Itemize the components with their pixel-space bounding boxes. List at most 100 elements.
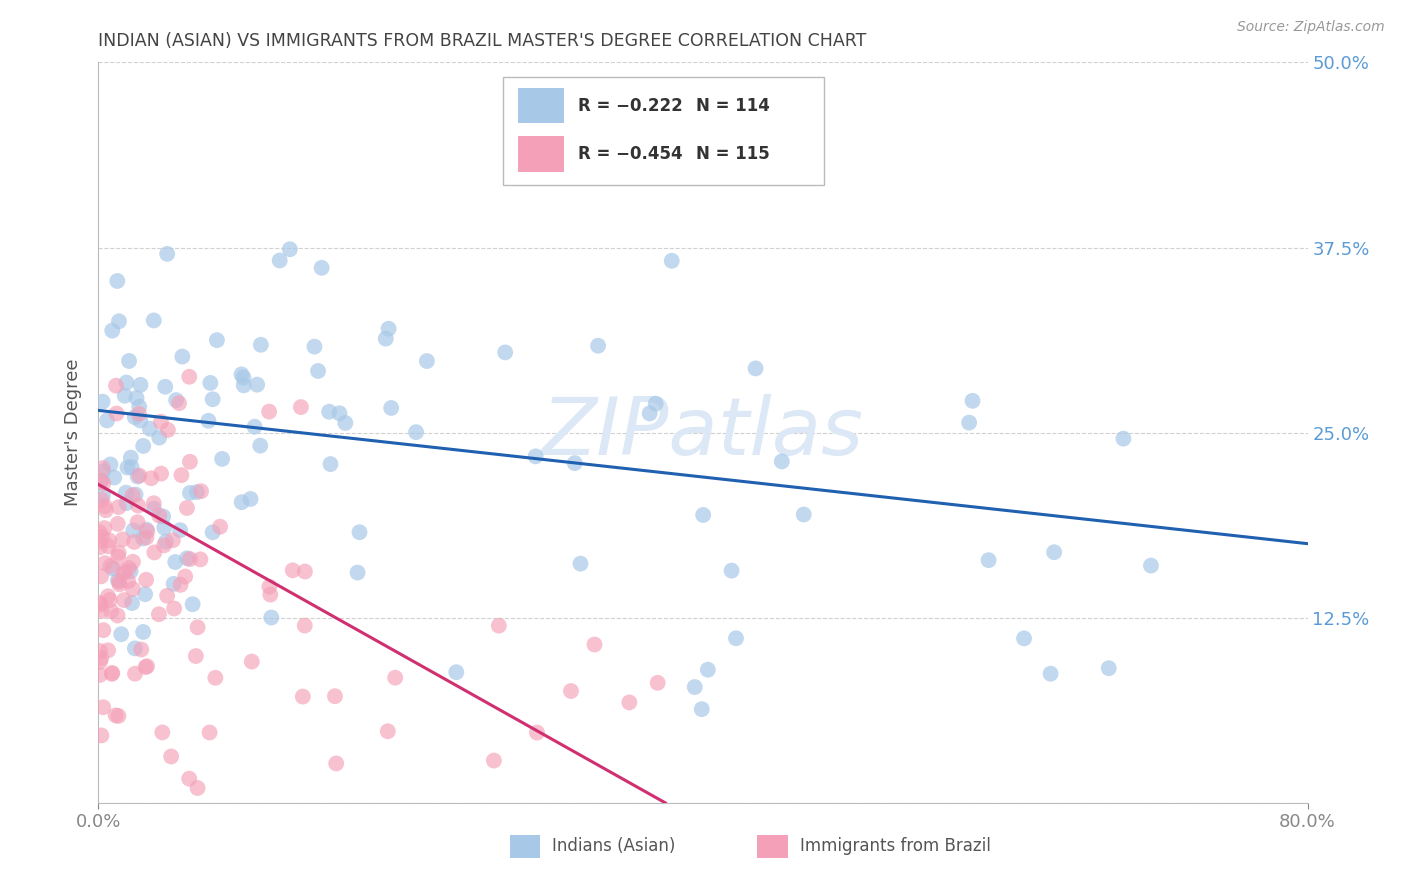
Point [190, 484, 212, 499]
Point [323, 690, 346, 704]
Point [128, 407, 150, 421]
Point [249, 439, 271, 453]
Point [149, 415, 172, 429]
Text: Immigrants from Brazil: Immigrants from Brazil [800, 838, 991, 855]
Point [105, 378, 128, 392]
Point [209, 519, 232, 533]
Point [380, 401, 402, 415]
Point [120, 564, 142, 578]
Point [93, 476, 115, 491]
Point [139, 422, 162, 436]
Point [100, 559, 122, 574]
Point [124, 641, 146, 656]
Point [240, 655, 263, 669]
Point [150, 467, 173, 481]
Point [91, 700, 114, 714]
Point [169, 578, 191, 592]
Point [977, 553, 1000, 567]
Point [1039, 666, 1062, 681]
Point [446, 665, 468, 680]
Point [165, 393, 187, 408]
Text: R = −0.222: R = −0.222 [578, 96, 683, 115]
Point [101, 665, 124, 680]
Point [97, 589, 120, 603]
Point [115, 376, 138, 390]
Point [152, 509, 174, 524]
Point [179, 552, 201, 566]
Point [257, 404, 280, 418]
Point [724, 632, 747, 646]
Point [957, 416, 980, 430]
Point [1098, 661, 1121, 675]
Point [162, 533, 184, 548]
FancyBboxPatch shape [503, 78, 824, 185]
Point [104, 708, 127, 723]
Point [148, 431, 170, 445]
Point [174, 569, 197, 583]
Point [690, 702, 713, 716]
FancyBboxPatch shape [758, 835, 787, 858]
Point [148, 508, 170, 523]
Point [328, 406, 350, 420]
Point [181, 597, 204, 611]
Point [89, 525, 111, 540]
Point [569, 557, 592, 571]
Point [259, 580, 281, 594]
Point [118, 354, 141, 368]
Point [307, 364, 329, 378]
Point [638, 406, 661, 420]
Point [311, 260, 333, 275]
Point [205, 333, 228, 347]
Point [962, 393, 984, 408]
Point [97, 540, 120, 554]
Point [250, 338, 273, 352]
Point [269, 253, 291, 268]
Point [93, 521, 115, 535]
Point [290, 400, 312, 414]
Point [318, 405, 340, 419]
Point [153, 538, 176, 552]
Point [239, 491, 262, 506]
Point [91, 623, 114, 637]
Point [107, 516, 129, 531]
Point [1140, 558, 1163, 573]
Point [647, 675, 669, 690]
Point [325, 756, 347, 771]
Point [90, 474, 112, 488]
Point [187, 780, 209, 795]
Point [125, 391, 148, 405]
Point [243, 419, 266, 434]
Point [201, 392, 224, 407]
Point [89, 644, 111, 658]
Point [96, 413, 118, 427]
Point [132, 624, 155, 639]
Point [172, 350, 194, 364]
Point [105, 274, 128, 288]
Point [107, 608, 129, 623]
Point [121, 596, 143, 610]
Point [201, 525, 224, 540]
Point [89, 534, 111, 549]
Point [384, 671, 406, 685]
Point [683, 680, 706, 694]
Point [127, 469, 149, 483]
Point [278, 242, 301, 256]
Point [165, 555, 187, 569]
Point [184, 648, 207, 663]
Point [90, 728, 112, 742]
Point [524, 450, 547, 464]
Point [98, 593, 121, 607]
Point [619, 695, 641, 709]
Point [488, 618, 510, 632]
Point [122, 555, 145, 569]
Point [122, 524, 145, 538]
Point [90, 474, 112, 488]
Point [644, 397, 666, 411]
Point [127, 515, 149, 529]
Point [91, 461, 114, 475]
Point [377, 724, 399, 739]
Point [135, 573, 157, 587]
Point [494, 345, 516, 359]
Point [105, 407, 128, 421]
Point [107, 500, 129, 514]
